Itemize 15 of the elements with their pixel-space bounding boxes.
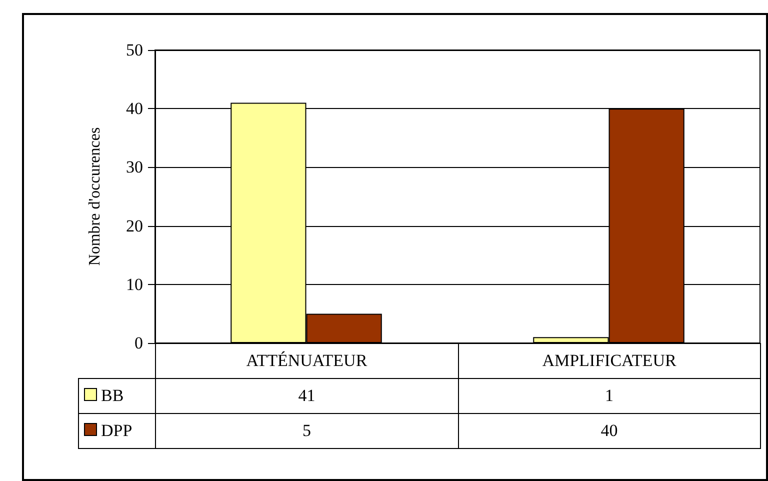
- y-tick-label: 40: [126, 99, 143, 118]
- y-axis-title: Nombre d'occurences: [86, 127, 104, 266]
- x-tick-label: AMPLIFICATEUR: [458, 343, 761, 379]
- y-tick-label: 30: [126, 158, 143, 177]
- y-tick-label: 50: [126, 40, 143, 60]
- x-tick-label: ATTÉNUATEUR: [155, 343, 458, 379]
- data-label: 1: [458, 378, 761, 414]
- data-label: 41: [155, 378, 458, 414]
- data-label: 40: [458, 413, 761, 449]
- legend-label: BB: [100, 386, 124, 406]
- y-tick-label: 10: [126, 274, 143, 294]
- y-tick-label: 0: [134, 334, 143, 352]
- y-tick-label: 20: [126, 216, 143, 236]
- legend-label: DPP: [100, 421, 132, 441]
- data-label: 5: [155, 413, 458, 449]
